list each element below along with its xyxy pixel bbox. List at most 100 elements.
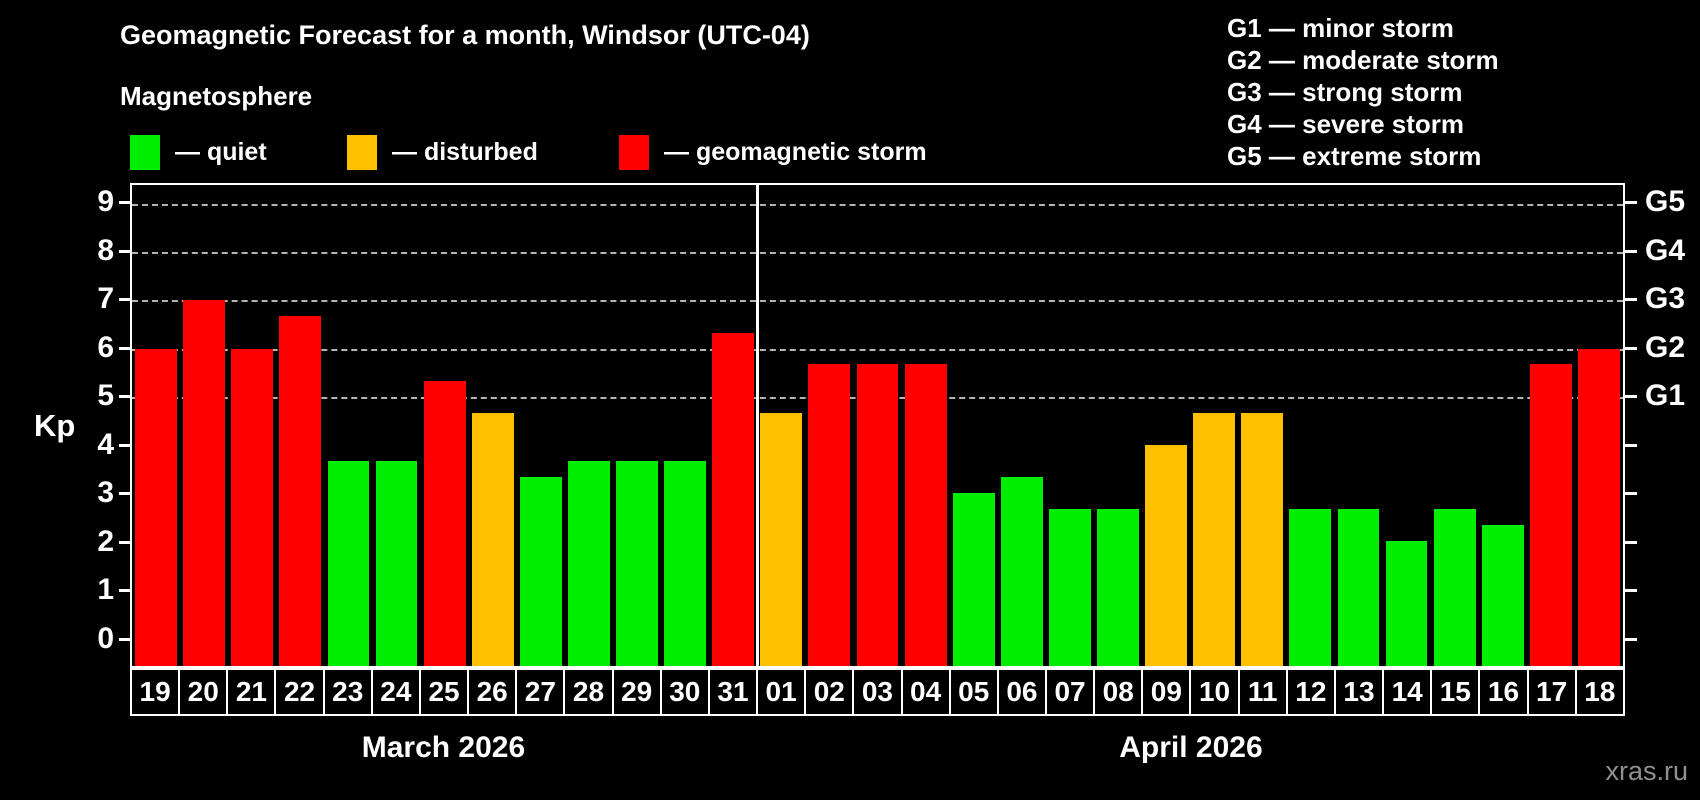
legend-item-quiet: — quiet xyxy=(130,133,267,171)
kp-bar-03 xyxy=(856,364,899,666)
legend-label: — geomagnetic storm xyxy=(664,137,927,166)
y-tick xyxy=(119,589,130,593)
y-tick-label: 4 xyxy=(97,427,114,461)
gridline-kp-8 xyxy=(132,252,1623,255)
g-scale-legend-line: G1 — minor storm xyxy=(1227,13,1454,43)
day-cell: 12 xyxy=(1285,668,1336,716)
day-cell: 16 xyxy=(1478,668,1529,716)
kp-bar-29 xyxy=(616,460,658,666)
storm-swatch-icon xyxy=(619,134,649,170)
day-cell: 05 xyxy=(948,668,999,716)
g-scale-legend-line: G4 — severe storm xyxy=(1227,109,1465,139)
kp-bar-27 xyxy=(519,476,562,666)
kp-bar-09 xyxy=(1145,444,1187,666)
y-tick-label: 5 xyxy=(97,379,114,413)
y-tick xyxy=(119,298,130,302)
y-tick-label: 1 xyxy=(97,573,114,607)
day-cell: 10 xyxy=(1189,668,1240,716)
y-tick-label: 3 xyxy=(97,476,114,510)
g-axis-label-g3: G3 xyxy=(1645,282,1686,316)
month-label-1: April 2026 xyxy=(1119,731,1263,764)
legend-label: — disturbed xyxy=(392,137,538,166)
kp-bar-23 xyxy=(327,460,370,666)
day-cell: 11 xyxy=(1237,668,1288,716)
day-cell: 17 xyxy=(1526,668,1577,716)
right-tick xyxy=(1625,249,1637,253)
day-cell: 26 xyxy=(467,668,518,716)
day-cell: 07 xyxy=(1044,668,1096,716)
month-label-0: March 2026 xyxy=(361,731,526,764)
y-tick xyxy=(119,395,130,399)
kp-bar-17 xyxy=(1529,364,1572,666)
kp-bar-14 xyxy=(1385,540,1428,666)
right-tick xyxy=(1625,346,1637,350)
gridline-kp-7 xyxy=(132,300,1623,303)
legend-item-storm: — geomagnetic storm xyxy=(619,133,927,171)
kp-bar-31 xyxy=(712,332,755,666)
page-title: Geomagnetic Forecast for a month, Windso… xyxy=(120,20,810,50)
right-tick xyxy=(1625,589,1637,593)
quiet-swatch-icon xyxy=(130,134,160,170)
kp-bar-05 xyxy=(952,492,995,666)
g-axis-label-g5: G5 xyxy=(1645,185,1686,219)
day-cell: 27 xyxy=(515,668,566,716)
right-tick xyxy=(1625,298,1637,302)
kp-bar-11 xyxy=(1241,412,1284,666)
day-cell: 21 xyxy=(226,668,277,716)
day-cell: 18 xyxy=(1574,668,1625,716)
kp-bar-24 xyxy=(375,460,418,666)
day-cell: 14 xyxy=(1382,668,1433,716)
kp-bar-13 xyxy=(1337,508,1380,666)
month-labels-row: March 2026 April 2026 xyxy=(130,731,1625,765)
kp-bar-08 xyxy=(1097,508,1139,666)
g-axis-labels: G1 G2 G3 G4 G5 xyxy=(1645,183,1700,668)
g-scale-legend: G1 — minor storm G2 — moderate storm G3 — … xyxy=(1227,12,1499,172)
day-cell: 24 xyxy=(370,668,421,716)
day-cell: 29 xyxy=(611,668,662,716)
kp-bar-22 xyxy=(279,316,322,666)
day-cell: 09 xyxy=(1141,668,1192,716)
day-cell: 13 xyxy=(1333,668,1385,716)
y-tick-label: 0 xyxy=(97,621,114,655)
y-axis-tick-labels: 0 1 2 3 4 5 6 7 8 9 xyxy=(30,183,114,668)
right-tick xyxy=(1625,395,1637,399)
day-cell: 08 xyxy=(1093,668,1144,716)
kp-bar-07 xyxy=(1048,508,1091,666)
g-axis-label-g1: G1 xyxy=(1645,379,1686,413)
day-cell: 31 xyxy=(707,668,759,716)
kp-bar-12 xyxy=(1289,508,1332,666)
kp-bar-21 xyxy=(231,348,274,666)
disturbed-swatch-icon xyxy=(347,134,377,170)
y-tick xyxy=(119,346,130,350)
day-cell: 03 xyxy=(852,668,903,716)
right-axis-ticks xyxy=(1625,183,1637,668)
y-tick-label: 7 xyxy=(97,282,114,316)
y-tick xyxy=(119,249,130,253)
y-tick-label: 8 xyxy=(97,233,114,267)
kp-bar-20 xyxy=(183,300,226,666)
y-tick xyxy=(119,201,130,205)
right-tick xyxy=(1625,201,1637,205)
y-tick xyxy=(119,443,130,447)
day-cell: 15 xyxy=(1430,668,1481,716)
kp-bar-19 xyxy=(135,348,177,666)
kp-bar-16 xyxy=(1481,525,1524,666)
y-tick xyxy=(119,637,130,641)
day-cell: 06 xyxy=(996,668,1047,716)
gridline-kp-6 xyxy=(132,348,1623,351)
y-tick-label: 9 xyxy=(97,185,114,219)
day-cell: 23 xyxy=(322,668,373,716)
kp-bar-28 xyxy=(567,460,610,666)
kp-bar-25 xyxy=(423,380,466,666)
kp-bar-30 xyxy=(664,460,707,666)
y-tick-label: 6 xyxy=(97,330,114,364)
day-axis: 19 20 21 22 23 24 25 26 27 28 29 30 31 01 02 03 04 05 06 07… xyxy=(130,668,1625,716)
day-cell: 28 xyxy=(563,668,614,716)
legend-label: — quiet xyxy=(175,137,267,166)
right-tick xyxy=(1625,637,1637,641)
day-cell: 25 xyxy=(418,668,470,716)
kp-axis-label: Kp xyxy=(34,408,76,443)
kp-bar-15 xyxy=(1433,508,1476,666)
g-scale-legend-line: G5 — extreme storm xyxy=(1227,141,1482,171)
